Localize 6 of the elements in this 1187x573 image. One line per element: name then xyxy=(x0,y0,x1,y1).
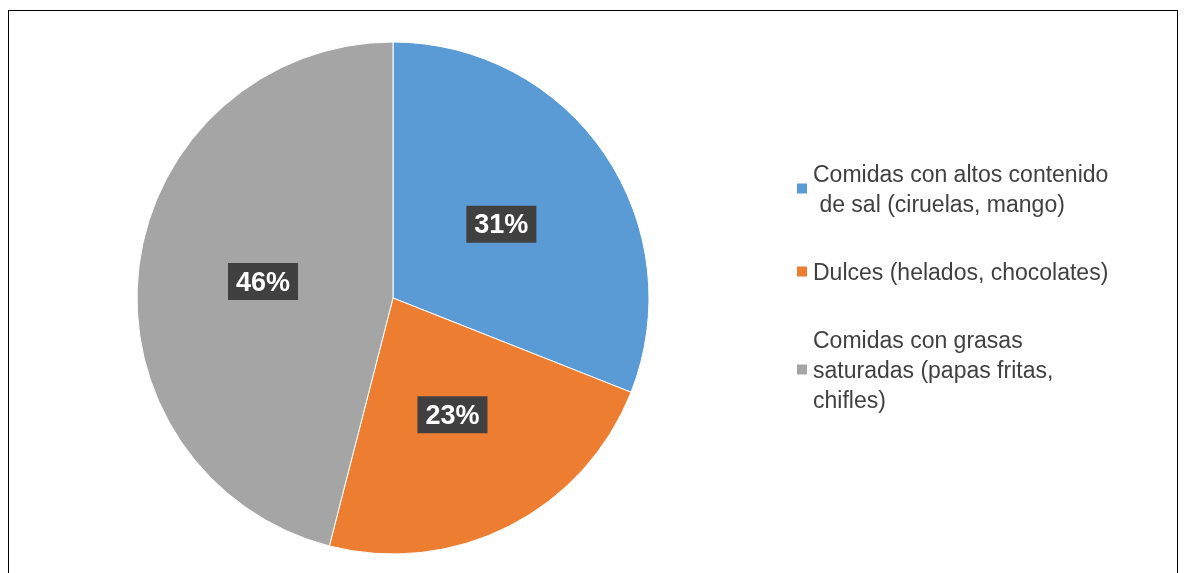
legend-label: Comidas con altos contenido de sal (ciruelas, mango) xyxy=(813,160,1109,217)
data-label: 46% xyxy=(236,266,291,297)
data-label: 31% xyxy=(474,209,529,240)
legend-label: Dulces (helados, chocolates) xyxy=(813,258,1109,285)
data-label: 23% xyxy=(425,399,480,430)
legend-label: Comidas con grasas saturadas (papas fritas, chifles) xyxy=(813,326,1060,413)
